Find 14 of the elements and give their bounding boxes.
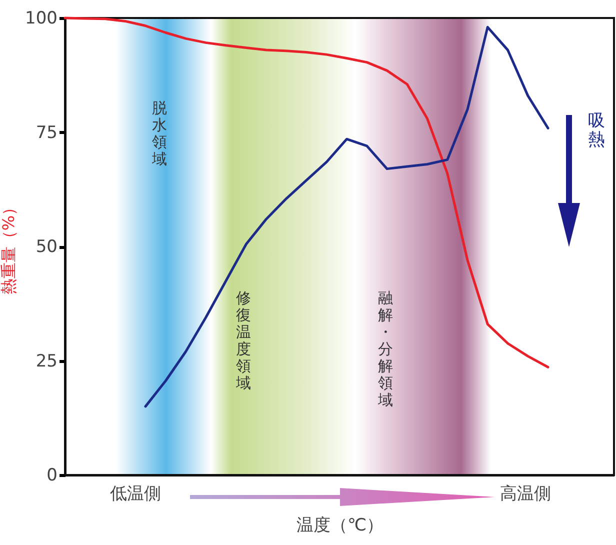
y-tick-label: 75: [36, 122, 58, 143]
y-tick-label: 100: [25, 8, 58, 28]
text: 高温側: [500, 484, 551, 504]
annotation: 修復温度領域: [236, 289, 251, 392]
text: 低温側: [110, 484, 161, 504]
y-tick-label: 50: [36, 237, 58, 257]
y-tick-label: 25: [36, 351, 58, 372]
x-axis-title: 温度（℃）: [296, 516, 384, 536]
annotation: 融解・分解領域: [378, 289, 393, 409]
text: 吸熱: [588, 111, 605, 150]
line-series: [144, 26, 550, 408]
y-axis-title: 熱重量（%）: [0, 199, 18, 295]
y-tick-label: 0: [46, 466, 58, 486]
annotation: 脱水領域: [152, 99, 167, 168]
